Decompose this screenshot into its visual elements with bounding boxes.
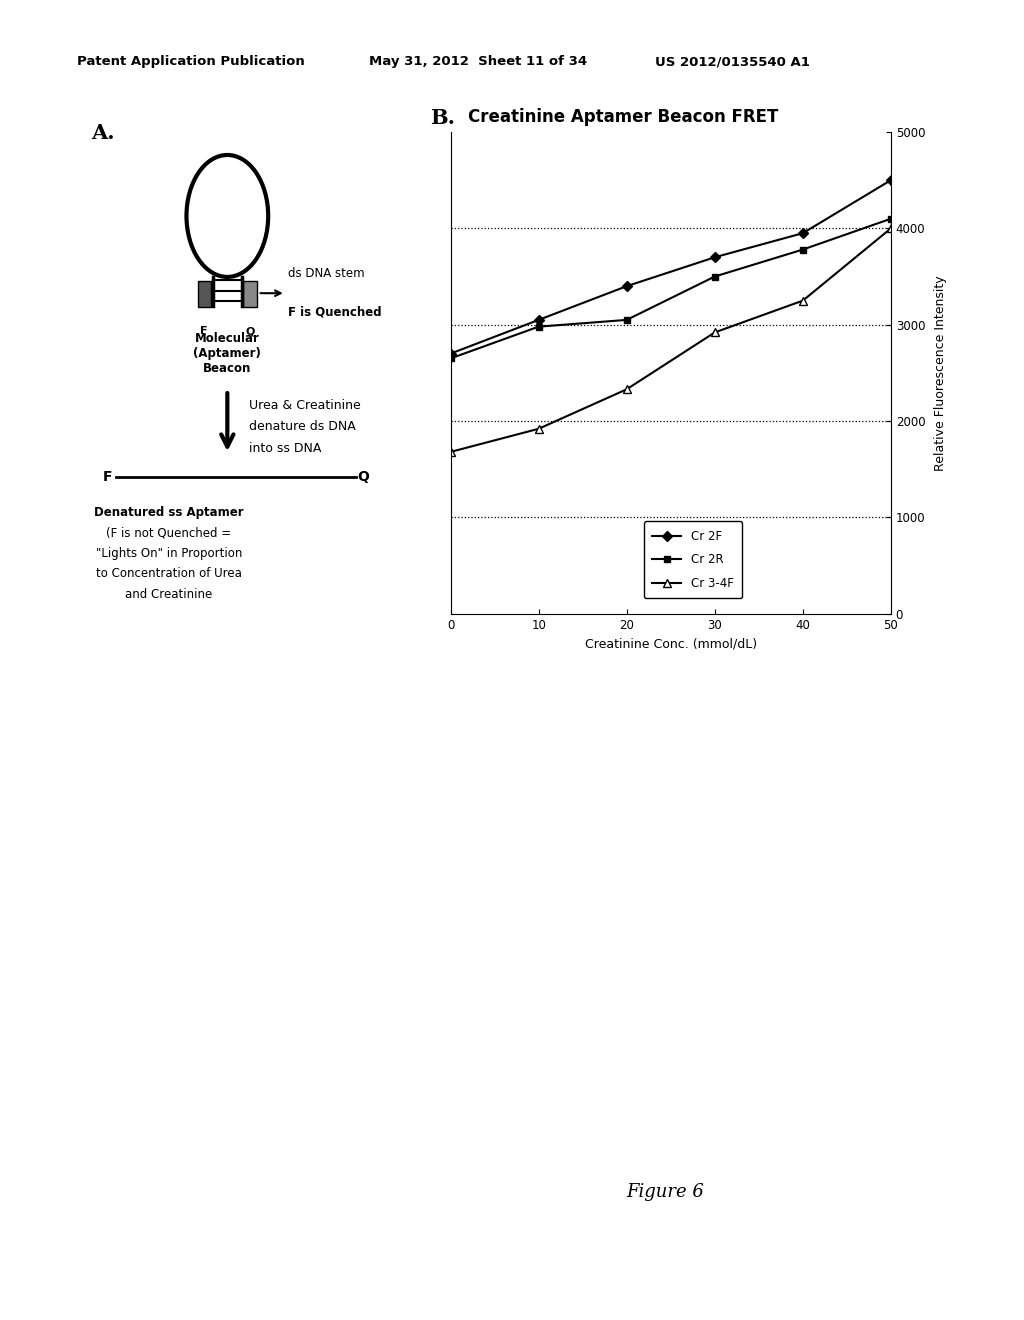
Cr 2R [532,318,545,334]
Y-axis label: Relative Fluorescence Intensity: Relative Fluorescence Intensity [934,275,947,471]
Text: to Concentration of Urea: to Concentration of Urea [96,568,242,581]
Text: B.: B. [430,108,455,128]
Text: "Lights On" in Proportion: "Lights On" in Proportion [96,546,242,560]
Cr 3-4F [709,325,721,341]
Text: Urea & Creatinine: Urea & Creatinine [249,399,360,412]
Text: and Creatinine: and Creatinine [125,587,213,601]
Text: Q: Q [357,470,370,484]
Text: Creatinine Aptamer Beacon FRET: Creatinine Aptamer Beacon FRET [468,108,778,127]
Cr 3-4F [532,421,545,437]
Legend: Cr 2F, Cr 2R, Cr 3-4F: Cr 2F, Cr 2R, Cr 3-4F [643,521,742,598]
Text: May 31, 2012  Sheet 11 of 34: May 31, 2012 Sheet 11 of 34 [369,55,587,69]
Line: Cr 2R: Cr 2R [447,215,894,362]
Bar [244,281,257,308]
Text: Denatured ss Aptamer: Denatured ss Aptamer [94,507,244,519]
Text: into ss DNA: into ss DNA [249,442,322,455]
Text: US 2012/0135540 A1: US 2012/0135540 A1 [655,55,810,69]
Cr 3-4F [797,293,809,309]
Line: Cr 3-4F: Cr 3-4F [446,224,895,457]
Text: Figure 6: Figure 6 [627,1183,705,1201]
Text: Patent Application Publication: Patent Application Publication [77,55,304,69]
Text: (F is not Quenched =: (F is not Quenched = [106,527,231,540]
Text: F: F [201,326,208,337]
Cr 2F [444,346,457,362]
Text: F: F [102,470,113,484]
Cr 2R [885,211,897,227]
Bar [198,281,211,308]
Cr 2F [621,279,633,294]
Text: ds DNA stem: ds DNA stem [288,267,365,280]
Cr 2F [532,312,545,327]
Cr 3-4F [621,381,633,397]
Cr 2F [885,172,897,187]
Cr 2R [797,242,809,257]
X-axis label: Creatinine Conc. (mmol/dL): Creatinine Conc. (mmol/dL) [585,638,757,651]
Cr 3-4F [885,220,897,236]
Text: Molecular
(Aptamer)
Beacon: Molecular (Aptamer) Beacon [194,333,261,375]
Text: A.: A. [91,123,115,143]
Cr 2R [621,312,633,327]
Text: denature ds DNA: denature ds DNA [249,420,355,433]
Cr 3-4F [444,444,457,459]
Cr 2F [797,226,809,242]
Cr 2F [709,249,721,265]
Cr 2R [444,351,457,367]
Line: Cr 2F: Cr 2F [447,177,894,358]
Text: F is Quenched: F is Quenched [288,306,381,319]
Text: Q: Q [245,326,255,337]
Cr 2R [709,269,721,285]
